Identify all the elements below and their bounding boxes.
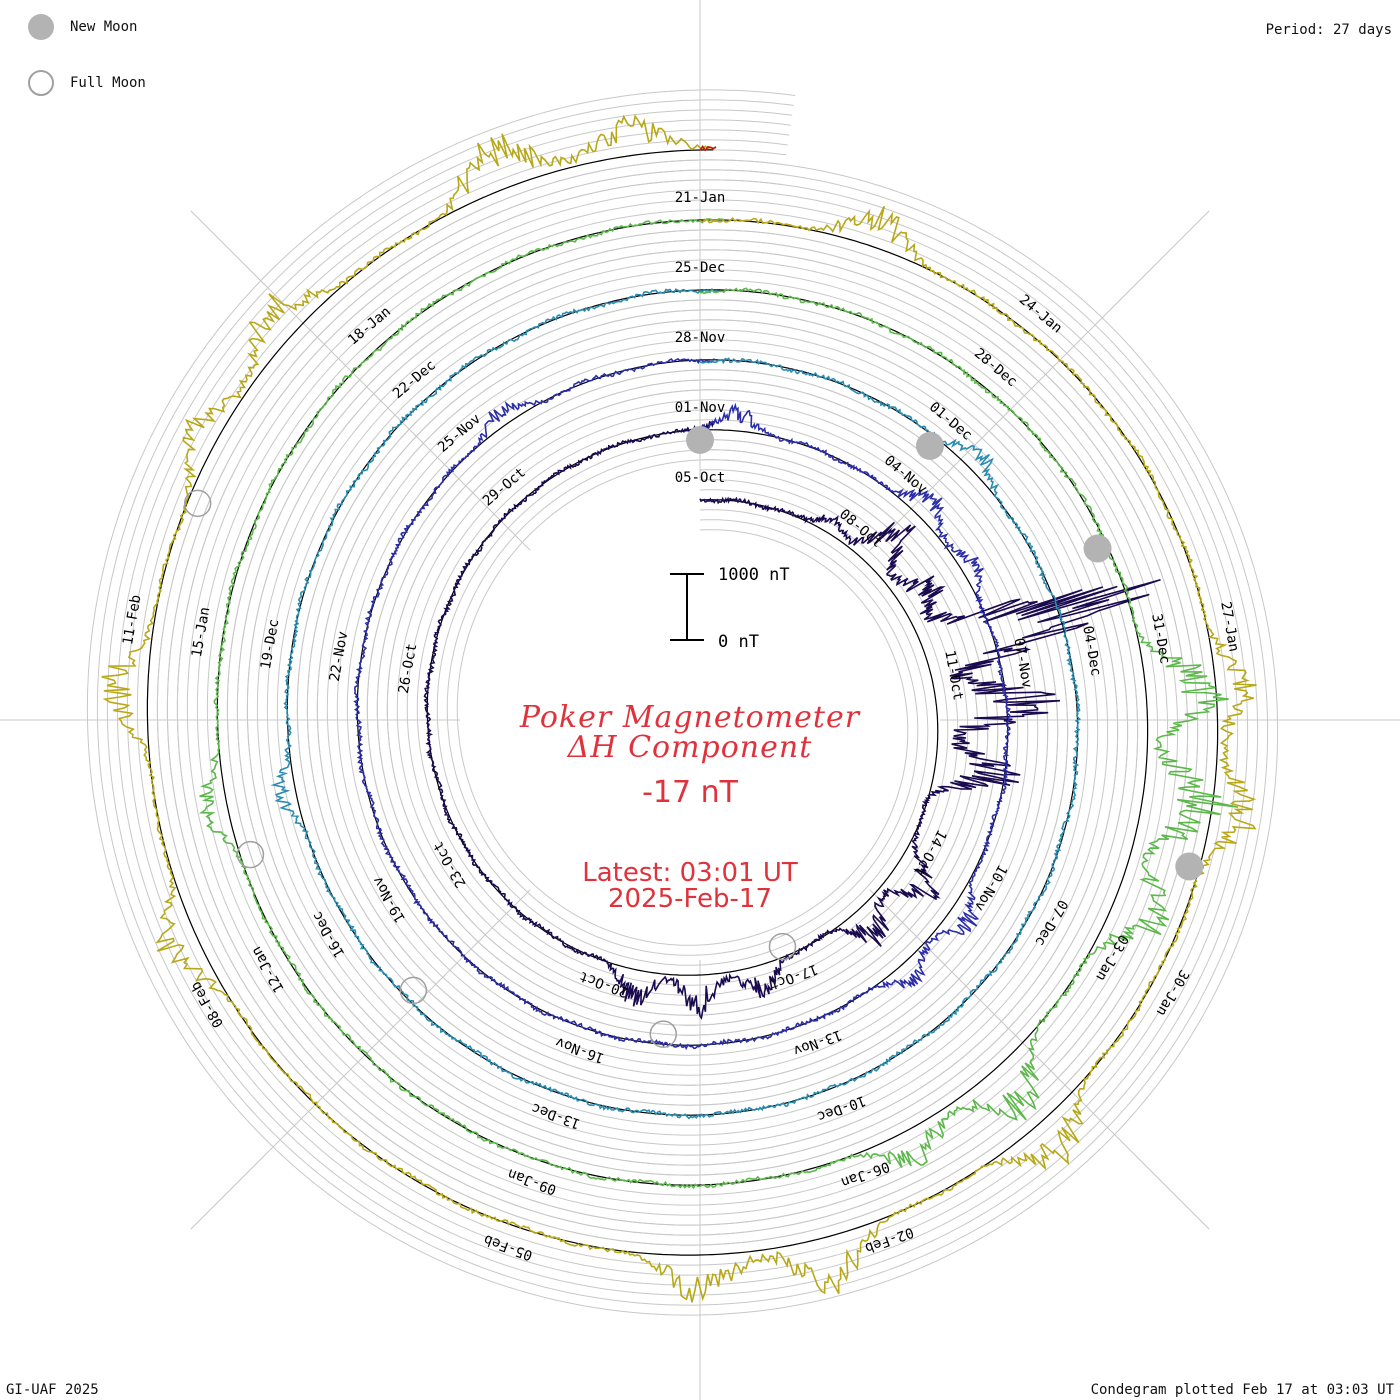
latest-date: 2025-Feb-17 — [607, 884, 773, 914]
chart-title: Poker Magnetometer — [519, 700, 861, 735]
full-moon-marker — [236, 840, 265, 869]
grid-spoke — [190, 889, 531, 1230]
latest-time: Latest: 03:01 UT — [582, 858, 798, 888]
full-moon-icon — [28, 70, 54, 96]
legend-new-moon-label: New Moon — [70, 19, 138, 35]
date-tick-label: 05-Oct — [675, 470, 726, 486]
trace-period-6 — [699, 145, 717, 152]
date-tick-label: 06-Jan — [839, 1158, 892, 1190]
chart-subtitle: ΔH Component — [567, 730, 813, 765]
legend-new-moon: New Moon — [28, 14, 137, 40]
plotted-label: Condegram plotted Feb 17 at 03:03 UT — [1090, 1382, 1394, 1398]
grid-spiral — [126, 129, 1239, 1276]
full-moon-marker — [649, 1020, 678, 1048]
scale-bar: 1000 nT 0 nT — [670, 565, 790, 652]
date-tick-label: 19-Dec — [258, 618, 283, 671]
trace-period-4 — [199, 218, 1239, 1190]
date-tick-label: 02-Feb — [863, 1224, 916, 1256]
scale-bar-bottom-label: 0 nT — [718, 632, 759, 652]
date-tick-label: 20-Oct — [577, 968, 630, 1000]
new-moon-marker — [1083, 534, 1112, 563]
trace-period-3 — [270, 287, 1082, 1120]
date-tick-label: 11-Feb — [120, 594, 145, 647]
date-tick-label: 21-Jan — [675, 190, 726, 206]
period-label: Period: 27 days — [1265, 22, 1392, 38]
full-moon-marker — [183, 489, 212, 518]
date-tick-label: 09-Jan — [506, 1165, 559, 1197]
grid-spiral — [136, 139, 1229, 1266]
date-tick-label: 05-Feb — [482, 1231, 535, 1263]
full-moon-marker — [399, 976, 428, 1005]
trace-period-1 — [423, 420, 1161, 1020]
grid-spiral — [96, 99, 1269, 1306]
date-tick-label: 16-Nov — [553, 1034, 606, 1066]
date-tick-label: 26-Oct — [396, 642, 421, 695]
moon-layer — [183, 426, 1204, 1048]
credit-label: GI-UAF 2025 — [6, 1382, 99, 1398]
legend-full-moon-label: Full Moon — [70, 75, 146, 91]
trace-layer — [101, 114, 1257, 1303]
new-moon-marker — [1175, 852, 1204, 881]
date-tick-label: 01-Nov — [675, 400, 726, 416]
date-tick-label: 25-Dec — [675, 260, 726, 276]
date-tick-label: 13-Dec — [529, 1099, 582, 1131]
current-value: -17 nT — [642, 775, 738, 810]
full-moon-marker — [768, 932, 797, 961]
date-tick-label: 28-Nov — [675, 330, 726, 346]
trace-period-5 — [101, 114, 1257, 1303]
new-moon-marker — [915, 431, 944, 460]
scale-bar-top-label: 1000 nT — [718, 565, 790, 585]
legend-full-moon: Full Moon — [28, 70, 146, 96]
grid-spoke — [190, 210, 531, 551]
grid-spoke — [869, 889, 1210, 1230]
trace-period-2 — [353, 357, 1012, 1051]
new-moon-icon — [28, 14, 54, 40]
date-tick-label: 22-Nov — [327, 630, 352, 683]
grid-spiral — [86, 89, 1279, 1316]
new-moon-marker — [686, 426, 714, 454]
date-tick-label: 15-Jan — [189, 606, 214, 659]
grid-spiral — [116, 119, 1249, 1286]
grid-spiral — [106, 109, 1259, 1296]
